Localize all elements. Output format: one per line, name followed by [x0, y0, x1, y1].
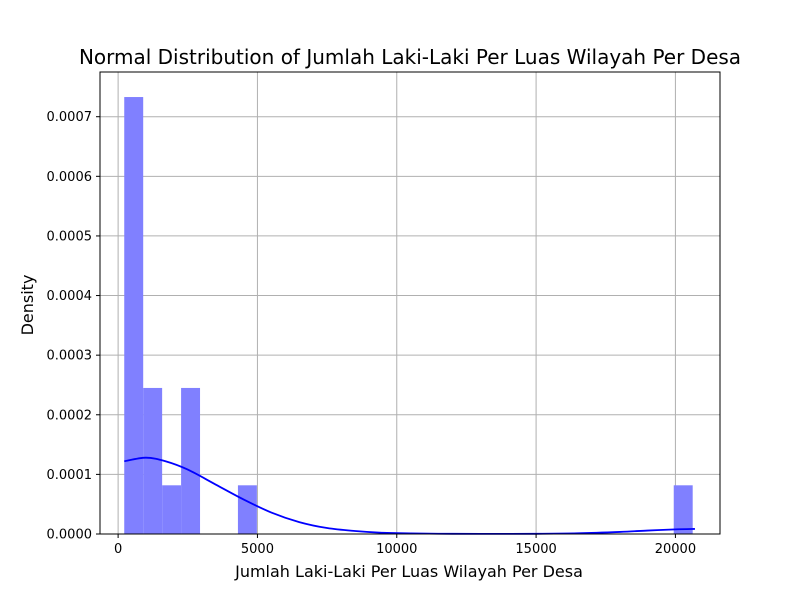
y-tick-label: 0.0006 [47, 170, 93, 185]
x-tick-label: 15000 [515, 542, 556, 557]
histogram-bar [124, 97, 144, 535]
y-tick-label: 0.0004 [47, 289, 93, 304]
y-tick-label: 0.0001 [47, 468, 93, 483]
y-tick-label: 0.0007 [47, 110, 93, 125]
y-axis-ticks: 0.0000 0.0001 0.0002 0.0003 0.0004 0.0005 0.00… [47, 110, 100, 543]
y-axis-label: Density [18, 275, 37, 336]
histogram-bar [162, 485, 182, 534]
x-tick-label: 5000 [241, 542, 274, 557]
chart-title: Normal Distribution of Jumlah Laki-Laki … [79, 45, 741, 69]
y-tick-label: 0.0005 [47, 229, 93, 244]
x-tick-label: 20000 [655, 542, 696, 557]
y-tick-label: 0.0000 [47, 528, 93, 543]
kde-curve-group [124, 456, 695, 535]
y-tick-label: 0.0003 [47, 349, 93, 364]
x-axis-ticks: 0 5000 10000 15000 20000 [114, 534, 696, 557]
histogram-bar [181, 387, 201, 534]
x-tick-label: 0 [114, 542, 122, 557]
x-axis-label: Jumlah Laki-Laki Per Luas Wilayah Per De… [234, 562, 583, 581]
histogram-bar [143, 387, 163, 534]
y-tick-label: 0.0002 [47, 408, 93, 423]
plot-frame [99, 71, 721, 535]
kde-curve [124, 456, 695, 535]
histogram-bar [673, 485, 693, 534]
histogram-bars [124, 97, 693, 535]
x-tick-label: 10000 [376, 542, 417, 557]
histogram-bar [237, 485, 257, 534]
